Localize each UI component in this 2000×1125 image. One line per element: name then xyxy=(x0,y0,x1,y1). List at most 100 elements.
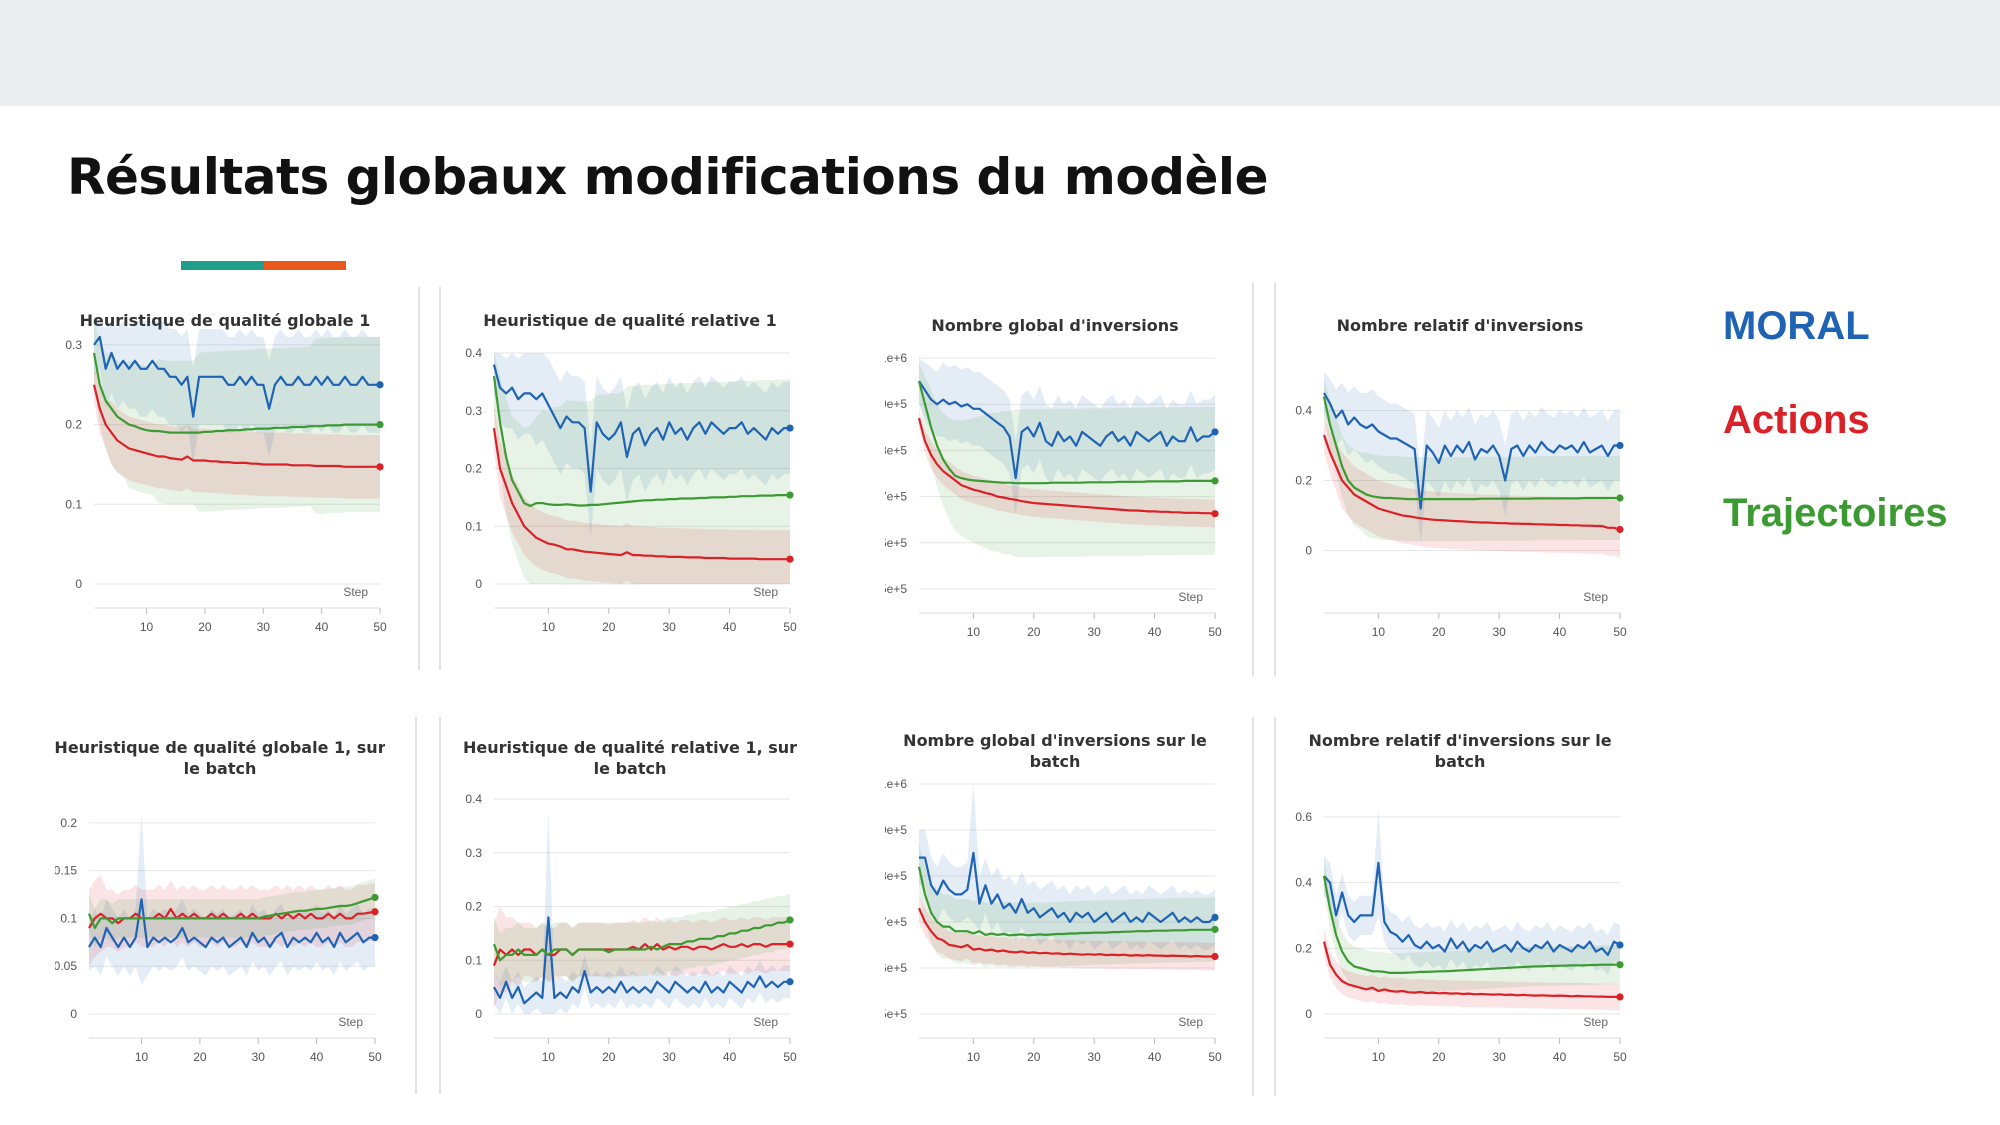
chart-svg: Nombre relatif d'inversions 0 0.2 0.4 10 20 30… xyxy=(1295,316,1627,639)
legend-item-trajectoires: Trajectoires xyxy=(1723,491,1948,535)
x-axis-label: Step xyxy=(1178,590,1203,604)
chart-panel: Heuristique de qualité relative 1, sur le… xyxy=(460,735,800,1080)
series-endpoint-actions xyxy=(376,463,384,471)
page-title: Résultats globaux modifications du modèl… xyxy=(67,148,1268,206)
series-line-actions xyxy=(492,427,790,561)
series-band-moral xyxy=(919,358,1215,516)
series-band-actions xyxy=(89,875,375,967)
x-tick-label: 50 xyxy=(1208,625,1222,639)
y-tick-label: 0.2 xyxy=(465,900,482,914)
series-band-actions xyxy=(1324,417,1620,558)
series-band-trajectoires xyxy=(919,843,1215,968)
y-tick-label: 5e+5 xyxy=(885,1007,907,1021)
chart-title: Heuristique de qualité relative 1, sur le… xyxy=(463,738,797,778)
accent-bar-teal xyxy=(181,261,264,270)
series-endpoint-actions xyxy=(371,908,379,916)
series-endpoint-trajectoires xyxy=(786,916,794,924)
y-tick-label: 0 xyxy=(475,577,482,591)
y-tick-label: 0.6 xyxy=(1295,810,1312,824)
x-tick-label: 10 xyxy=(140,620,154,634)
x-tick-label: 40 xyxy=(1553,1050,1567,1064)
chart-title: Nombre relatif d'inversions sur le batch xyxy=(1308,731,1611,771)
chart-title-line: Nombre relatif d'inversions sur le xyxy=(1308,731,1611,750)
series-band-actions xyxy=(919,408,1215,528)
series-line-trajectoires xyxy=(917,866,1216,937)
y-tick-label: 0.1 xyxy=(60,911,77,925)
panel-divider xyxy=(415,717,417,1094)
series-line-moral xyxy=(88,898,375,949)
series-line-actions xyxy=(1322,434,1621,531)
x-axis-label: Step xyxy=(343,585,368,599)
chart-title-line: Heuristique de qualité globale 1, sur xyxy=(55,738,385,757)
chart-title-line: Nombre relatif d'inversions xyxy=(1337,316,1584,335)
chart-panel: Nombre global d'inversions sur le batch 5e… xyxy=(885,728,1225,1080)
y-tick-label: 6e+5 xyxy=(885,536,907,550)
series-endpoint-actions xyxy=(786,940,794,948)
chart-title-line: le batch xyxy=(594,759,667,778)
chart-svg: Heuristique de qualité relative 1, sur le… xyxy=(463,738,797,1064)
y-tick-label: 0.2 xyxy=(1295,474,1312,488)
series-band-moral xyxy=(1324,810,1620,975)
series-line-moral xyxy=(918,380,1216,480)
x-tick-label: 50 xyxy=(1613,625,1627,639)
series-band-moral xyxy=(494,809,790,1014)
x-tick-label: 20 xyxy=(1027,1050,1041,1064)
y-tick-label: 0 xyxy=(1305,544,1312,558)
chart-title-line: Heuristique de qualité globale 1 xyxy=(80,311,371,330)
x-tick-label: 30 xyxy=(1088,625,1102,639)
chart-title: Nombre global d'inversions xyxy=(931,316,1178,335)
y-tick-label: 1e+6 xyxy=(885,777,907,791)
x-tick-label: 10 xyxy=(135,1050,149,1064)
series-band-trajectoires xyxy=(1324,859,1620,993)
x-tick-label: 20 xyxy=(602,620,616,634)
series-endpoint-moral xyxy=(786,978,794,986)
series-band-trajectoires xyxy=(89,878,375,948)
x-tick-label: 10 xyxy=(542,620,556,634)
series-endpoint-trajectoires xyxy=(1616,961,1624,969)
series-endpoint-moral xyxy=(371,933,379,942)
series-band-trajectoires xyxy=(494,353,790,584)
series-band-moral xyxy=(919,784,1215,950)
x-axis-label: Step xyxy=(753,585,778,599)
series-line-moral xyxy=(1323,861,1621,956)
series-band-actions xyxy=(1324,928,1620,1011)
x-tick-label: 20 xyxy=(193,1050,207,1064)
series-band-actions xyxy=(494,405,790,584)
legend-item-actions: Actions xyxy=(1723,398,1870,442)
chart-svg: Nombre relatif d'inversions sur le batch 0… xyxy=(1295,731,1627,1064)
series-line-moral xyxy=(492,364,790,493)
chart-panel: Heuristique de qualité globale 1 0 0.1 0.2 0… xyxy=(60,305,390,650)
y-tick-label: 0.2 xyxy=(60,816,77,830)
chart-title: Nombre relatif d'inversions xyxy=(1337,316,1584,335)
series-endpoint-moral xyxy=(1616,441,1624,450)
x-tick-label: 20 xyxy=(1432,625,1446,639)
panel-divider xyxy=(1252,283,1254,676)
chart-svg: Nombre global d'inversions sur le batch 5e… xyxy=(885,731,1222,1064)
series-endpoint-moral xyxy=(376,381,384,389)
chart-title: Nombre global d'inversions sur le batch xyxy=(903,731,1207,771)
x-axis-label: Step xyxy=(753,1015,778,1029)
x-tick-label: 20 xyxy=(1432,1050,1446,1064)
y-tick-label: 0.4 xyxy=(1295,876,1312,890)
panel-divider xyxy=(439,717,441,1094)
x-tick-label: 30 xyxy=(252,1050,266,1064)
y-tick-label: 9e+5 xyxy=(885,823,907,837)
x-tick-label: 20 xyxy=(602,1050,616,1064)
chart-title-line: Nombre global d'inversions xyxy=(931,316,1178,335)
y-tick-label: 0.2 xyxy=(65,418,82,432)
x-tick-label: 40 xyxy=(315,620,329,634)
x-tick-label: 50 xyxy=(1208,1050,1222,1064)
chart-svg: Heuristique de qualité relative 1 0 0.1 0.2… xyxy=(465,311,797,634)
y-tick-label: 0.3 xyxy=(65,338,82,352)
y-tick-label: 0 xyxy=(70,1007,77,1021)
y-tick-label: 0 xyxy=(475,1007,482,1021)
series-line-trajectoires xyxy=(492,375,790,508)
series-band-actions xyxy=(919,894,1215,971)
series-endpoint-trajectoires xyxy=(1211,477,1219,485)
y-tick-label: 7e+5 xyxy=(885,490,907,504)
y-tick-label: 9e+5 xyxy=(885,397,907,411)
series-line-actions xyxy=(1322,941,1620,998)
series-endpoint-actions xyxy=(1616,525,1624,534)
x-tick-label: 30 xyxy=(257,620,271,634)
x-tick-label: 10 xyxy=(542,1050,556,1064)
